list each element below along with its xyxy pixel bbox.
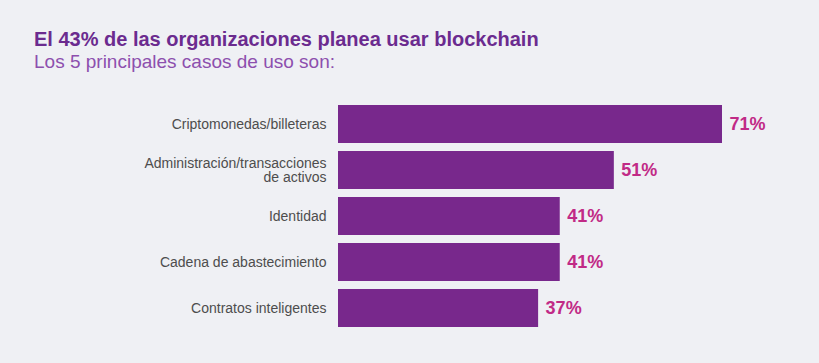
html-text:El 43% de las organizaciones p: El 43% de las organizaciones planea usar…: [34, 28, 539, 50]
svg-text:71%: 71%: [730, 114, 766, 134]
html-text:Los 5 principales casos de uso: Los 5 principales casos de uso son:: [34, 51, 335, 72]
svg-text:41%: 41%: [567, 206, 603, 226]
svg-text:Contratos inteligentes: Contratos inteligentes: [191, 300, 326, 316]
svg-text:Cadena de abastecimiento: Cadena de abastecimiento: [160, 254, 327, 270]
svg-text:Identidad: Identidad: [269, 208, 327, 224]
svg-text:37%: 37%: [546, 298, 582, 318]
svg-text:51%: 51%: [621, 160, 657, 180]
svg-text:41%: 41%: [567, 252, 603, 272]
svg-text:Criptomonedas/billeteras: Criptomonedas/billeteras: [172, 116, 327, 132]
svg-text:Administración/transaccionesde: Administración/transaccionesde activos: [144, 155, 326, 185]
